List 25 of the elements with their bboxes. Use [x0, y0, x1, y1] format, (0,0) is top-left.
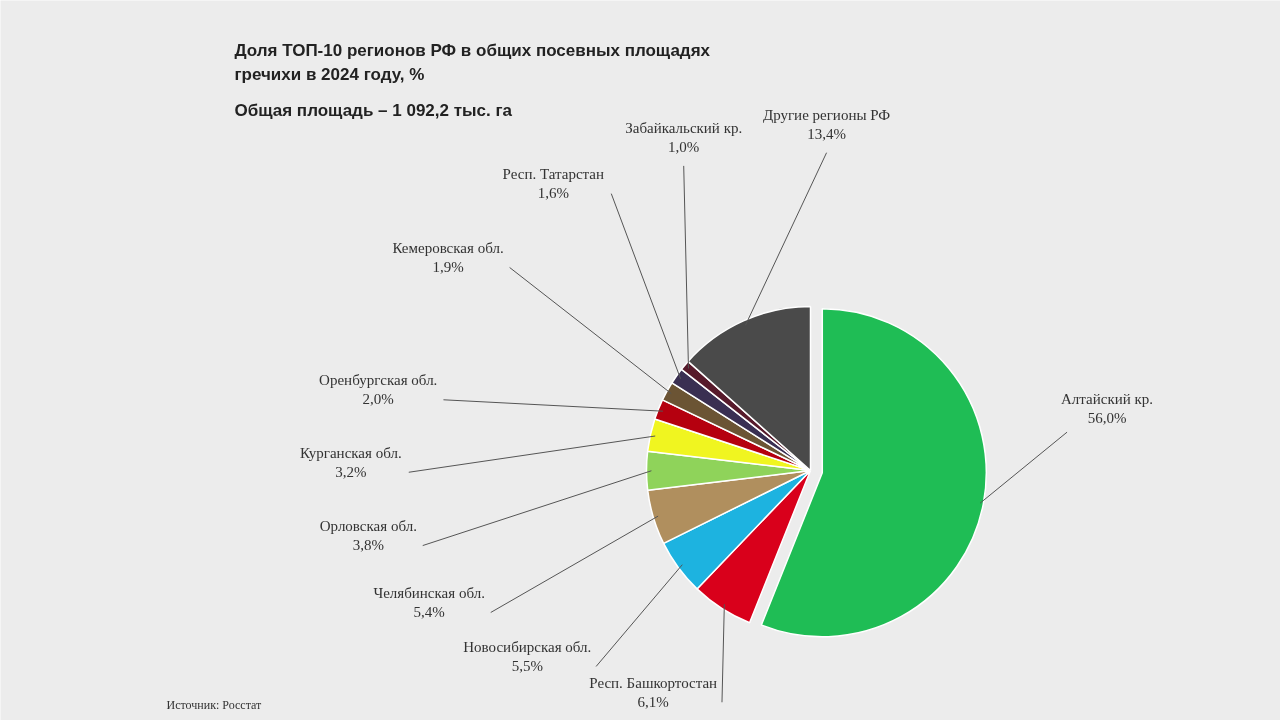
text: Источник: Росстат [166, 697, 263, 712]
data-label: 56,0% [1087, 409, 1127, 426]
chart-title: Доля ТОП-10 регионов РФ в общих посевных площадях гречихи в 2024 году, % [234, 40, 711, 85]
data-label: 6,1% [637, 693, 669, 710]
slice-label: Оренбургская обл. [319, 372, 438, 389]
chart-subtitle: Общая площадь – 1 092,2 тыс. га [234, 100, 513, 120]
data-label: 5,5% [511, 658, 543, 675]
data-label: 2,0% [362, 391, 394, 408]
data-label: 1,9% [432, 259, 464, 276]
slice-label: Алтайский кр. [1061, 390, 1154, 407]
slice-label: Респ. Татарстан [502, 166, 604, 183]
slice-label: Другие регионы РФ [762, 107, 891, 124]
data-label: 1,0% [668, 139, 700, 156]
slice-label: Респ. Башкортостан [589, 674, 718, 691]
data-label: 5,4% [413, 604, 445, 621]
slice-label: Курганская обл. [299, 444, 402, 461]
slice-label: Забайкальский кр. [625, 120, 743, 137]
data-label: 13,4% [807, 126, 846, 143]
slice-label: Челябинская обл. [373, 584, 485, 601]
slice-label: Кемеровская обл. [392, 239, 504, 256]
slice-label: Орловская обл. [319, 517, 417, 534]
data-label: 3,8% [352, 537, 384, 554]
slice-label: Новосибирская обл. [463, 638, 592, 655]
data-label: 1,6% [537, 185, 569, 202]
data-label: 3,2% [335, 463, 367, 480]
